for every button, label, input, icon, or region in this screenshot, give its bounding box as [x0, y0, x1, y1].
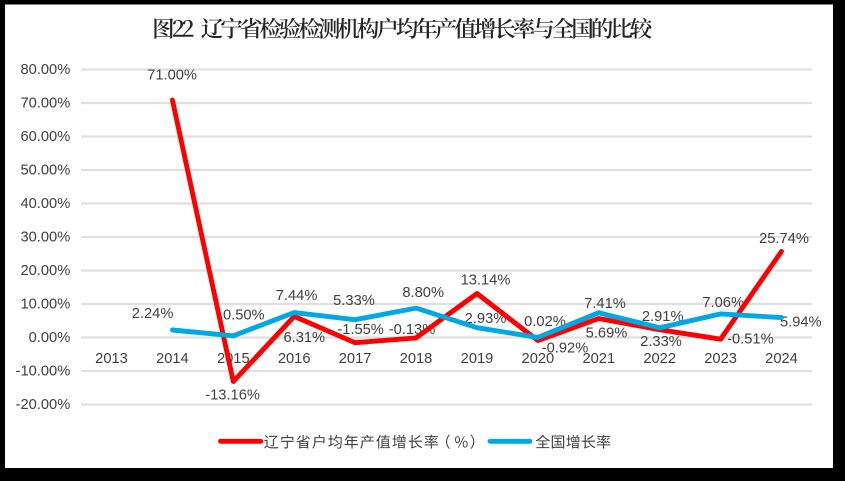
svg-text:7.41%: 7.41% — [584, 296, 626, 312]
svg-text:2021: 2021 — [582, 351, 615, 367]
svg-text:-13.16%: -13.16% — [205, 388, 260, 404]
svg-text:2014: 2014 — [156, 351, 189, 367]
svg-text:-10.00%: -10.00% — [16, 364, 71, 380]
svg-text:40.00%: 40.00% — [20, 196, 70, 212]
svg-text:-1.55%: -1.55% — [337, 322, 384, 338]
svg-text:2020: 2020 — [522, 351, 555, 367]
svg-text:-0.51%: -0.51% — [727, 332, 774, 348]
svg-text:2013: 2013 — [95, 351, 128, 367]
svg-text:2019: 2019 — [461, 351, 494, 367]
svg-text:2017: 2017 — [339, 351, 372, 367]
svg-text:5.33%: 5.33% — [333, 293, 375, 309]
svg-text:2024: 2024 — [765, 351, 798, 367]
svg-text:6.31%: 6.31% — [283, 330, 325, 346]
svg-text:2.93%: 2.93% — [465, 311, 507, 327]
svg-text:8.80%: 8.80% — [402, 285, 444, 301]
svg-text:-0.92%: -0.92% — [542, 341, 589, 357]
svg-text:2023: 2023 — [704, 351, 737, 367]
svg-text:5.69%: 5.69% — [586, 326, 628, 342]
svg-text:2.33%: 2.33% — [640, 334, 682, 350]
svg-text:-20.00%: -20.00% — [16, 397, 71, 413]
svg-text:5.94%: 5.94% — [780, 315, 822, 331]
svg-text:20.00%: 20.00% — [20, 263, 70, 279]
svg-text:60.00%: 60.00% — [20, 129, 70, 145]
svg-text:2016: 2016 — [278, 351, 311, 367]
svg-text:71.00%: 71.00% — [147, 68, 197, 84]
svg-text:2015: 2015 — [217, 351, 250, 367]
svg-text:50.00%: 50.00% — [20, 163, 70, 179]
svg-text:2018: 2018 — [400, 351, 433, 367]
svg-text:0.00%: 0.00% — [29, 330, 71, 346]
svg-text:7.06%: 7.06% — [702, 295, 744, 311]
svg-text:70.00%: 70.00% — [20, 96, 70, 112]
svg-text:10.00%: 10.00% — [20, 297, 70, 313]
svg-text:2.24%: 2.24% — [132, 306, 174, 322]
svg-text:2022: 2022 — [643, 351, 676, 367]
svg-text:80.00%: 80.00% — [20, 62, 70, 78]
svg-text:0.02%: 0.02% — [524, 314, 566, 330]
svg-text:2.91%: 2.91% — [642, 309, 684, 325]
svg-text:0.50%: 0.50% — [223, 308, 265, 324]
svg-text:25.74%: 25.74% — [759, 231, 809, 247]
svg-text:30.00%: 30.00% — [20, 230, 70, 246]
svg-text:13.14%: 13.14% — [461, 273, 511, 289]
svg-text:7.44%: 7.44% — [276, 288, 318, 304]
